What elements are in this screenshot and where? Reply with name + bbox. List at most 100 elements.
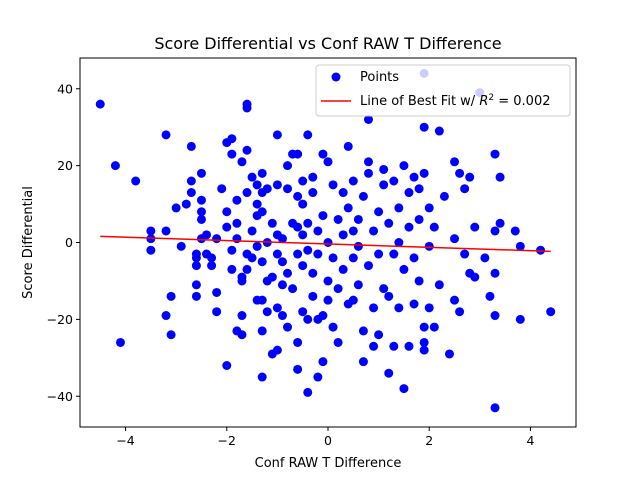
data-point xyxy=(212,234,222,244)
data-point xyxy=(222,207,232,217)
data-point xyxy=(222,222,232,232)
data-point xyxy=(277,280,287,290)
data-point xyxy=(358,326,368,336)
x-axis-ticks: −4 −2 0 2 4 xyxy=(116,427,534,448)
data-point xyxy=(196,207,206,217)
data-point xyxy=(272,249,282,259)
data-point xyxy=(191,291,201,301)
data-point xyxy=(328,253,338,263)
data-point xyxy=(257,207,267,217)
data-point xyxy=(490,149,500,159)
data-point xyxy=(389,176,399,186)
data-point xyxy=(242,264,252,274)
data-point xyxy=(257,326,267,336)
data-point xyxy=(227,245,237,255)
data-point xyxy=(379,164,389,174)
data-point xyxy=(343,203,353,213)
data-point xyxy=(424,241,434,251)
data-point xyxy=(409,253,419,263)
data-point xyxy=(237,272,247,282)
data-point xyxy=(131,176,141,186)
data-point xyxy=(348,226,358,236)
legend-box xyxy=(315,64,571,117)
data-point xyxy=(257,372,267,382)
data-point xyxy=(277,311,287,321)
data-point xyxy=(419,345,429,355)
y-axis-label: Score Differential xyxy=(21,186,36,299)
data-point xyxy=(363,157,373,167)
data-point xyxy=(313,226,323,236)
data-point xyxy=(293,249,303,259)
data-point xyxy=(515,314,525,324)
data-point xyxy=(389,341,399,351)
data-point xyxy=(166,291,176,301)
data-point xyxy=(399,384,409,394)
data-point xyxy=(110,161,120,171)
data-point xyxy=(242,188,252,198)
data-point xyxy=(267,272,277,282)
data-point xyxy=(191,280,201,290)
data-point xyxy=(191,249,201,259)
data-point xyxy=(303,130,313,140)
data-point xyxy=(232,234,242,244)
data-point xyxy=(363,168,373,178)
data-point xyxy=(232,218,242,228)
data-point xyxy=(186,188,196,198)
data-point xyxy=(348,253,358,263)
data-point xyxy=(313,372,323,382)
data-point xyxy=(404,188,414,198)
data-point xyxy=(333,337,343,347)
data-point xyxy=(115,337,125,347)
data-point xyxy=(237,330,247,340)
data-point xyxy=(439,191,449,201)
data-point xyxy=(450,295,460,305)
data-point xyxy=(434,126,444,136)
data-point xyxy=(353,214,363,224)
data-point xyxy=(277,257,287,267)
data-point xyxy=(252,199,262,209)
data-point xyxy=(404,222,414,232)
data-point xyxy=(424,303,434,313)
data-point xyxy=(196,195,206,205)
data-point xyxy=(338,264,348,274)
legend: Points Line of Best Fit w/ R2 = 0.002 xyxy=(315,64,571,117)
data-point xyxy=(318,149,328,159)
data-point xyxy=(424,203,434,213)
data-point xyxy=(232,195,242,205)
data-point xyxy=(323,295,333,305)
data-point xyxy=(247,253,257,263)
data-point xyxy=(409,299,419,309)
legend-fit-line-label: Line of Best Fit w/ R2 = 0.002 xyxy=(360,93,550,109)
data-point xyxy=(323,238,333,247)
data-point xyxy=(298,176,308,186)
data-point xyxy=(217,184,227,194)
data-point xyxy=(181,199,191,209)
y-tick-label: 40 xyxy=(57,81,73,96)
data-point xyxy=(399,264,409,274)
data-point xyxy=(171,203,181,213)
data-point xyxy=(369,226,379,236)
data-point xyxy=(485,291,495,301)
data-point xyxy=(227,149,237,159)
data-point xyxy=(455,168,465,178)
y-tick-label: −20 xyxy=(47,312,73,327)
data-point xyxy=(374,207,384,217)
plot-area xyxy=(95,68,556,413)
data-point xyxy=(293,364,303,374)
data-point xyxy=(272,303,282,313)
data-point xyxy=(348,176,358,186)
axes-frame xyxy=(79,57,577,428)
data-point xyxy=(207,253,217,263)
chart-title: Score Differential vs Conf RAW T Differe… xyxy=(154,34,501,53)
x-tick-label: 0 xyxy=(324,433,332,448)
data-point xyxy=(419,337,429,347)
data-point xyxy=(369,341,379,351)
data-point xyxy=(495,218,505,228)
data-point xyxy=(384,368,394,378)
data-point xyxy=(480,253,490,263)
data-point xyxy=(546,307,556,317)
data-point xyxy=(369,303,379,313)
data-point xyxy=(191,261,201,271)
data-point xyxy=(348,295,358,305)
data-point xyxy=(308,172,318,182)
